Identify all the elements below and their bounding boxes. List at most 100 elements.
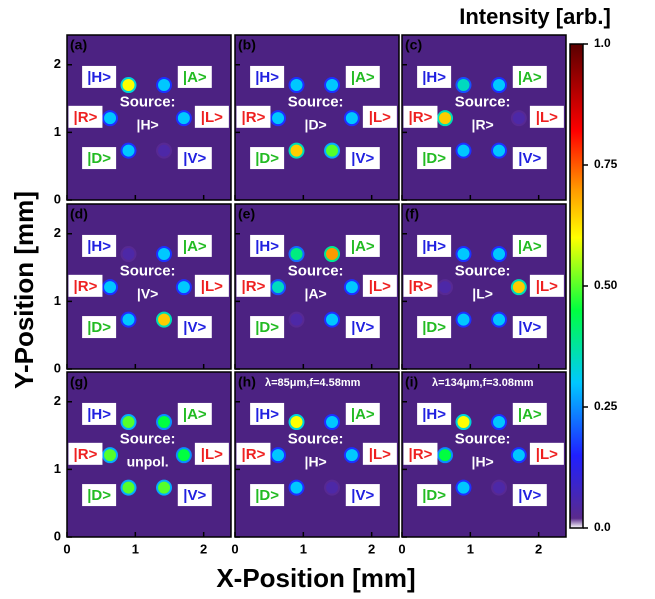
spot <box>120 479 137 496</box>
basis-label: |D> <box>422 487 446 504</box>
x-axis-label: X-Position [mm] <box>216 563 415 593</box>
spot <box>156 77 173 94</box>
colorbar-tick-label: 0.50 <box>594 278 618 292</box>
basis-box <box>177 234 212 257</box>
basis-box <box>345 65 380 88</box>
spot <box>270 279 287 296</box>
basis-label: |D> <box>87 319 111 336</box>
source-prefix: Source: <box>288 431 344 448</box>
basis-label: |L> <box>536 109 558 126</box>
spot <box>324 246 341 263</box>
spot <box>324 142 341 159</box>
source-state: |D> <box>305 116 327 132</box>
panel-label: (g) <box>70 374 88 390</box>
spot <box>343 279 360 296</box>
spot <box>120 246 137 263</box>
y-tick-label: 2 <box>54 225 61 240</box>
basis-label: |V> <box>183 487 206 504</box>
basis-box <box>68 105 103 128</box>
basis-box <box>236 274 271 297</box>
basis-label: |A> <box>518 69 542 86</box>
basis-box <box>362 105 397 128</box>
basis-label: |H> <box>422 238 446 255</box>
spot <box>288 246 305 263</box>
basis-box <box>512 402 547 425</box>
spot <box>455 311 472 328</box>
basis-box <box>403 442 438 465</box>
basis-label: |D> <box>422 150 446 167</box>
spot <box>288 142 305 159</box>
source-prefix: Source: <box>120 263 176 280</box>
basis-box <box>194 105 229 128</box>
source-prefix: Source: <box>288 263 344 280</box>
basis-box <box>512 484 547 507</box>
source-state: |H> <box>305 453 327 469</box>
source-state: unpol. <box>127 453 169 469</box>
spot <box>288 414 305 431</box>
colorbar-title: Intensity [arb.] <box>459 4 611 29</box>
basis-label: |R> <box>242 278 266 295</box>
basis-label: |L> <box>369 446 391 463</box>
basis-box <box>177 316 212 339</box>
spot <box>324 479 341 496</box>
panel-label: (e) <box>238 206 255 222</box>
spot <box>455 414 472 431</box>
basis-box <box>512 316 547 339</box>
panel-frame <box>66 371 232 538</box>
panel-annotation: λ=134μm,f=3.08mm <box>432 377 534 389</box>
x-tick-label: 1 <box>300 541 307 556</box>
spot <box>156 246 173 263</box>
basis-box <box>512 234 547 257</box>
spot <box>455 246 472 263</box>
basis-box <box>529 274 564 297</box>
basis-label: |H> <box>255 406 279 423</box>
basis-box <box>82 402 117 425</box>
basis-label: |R> <box>74 109 98 126</box>
y-axis-label: Y-Position [mm] <box>9 191 39 389</box>
spot <box>491 311 508 328</box>
basis-label: |R> <box>74 278 98 295</box>
spot <box>175 110 192 127</box>
spot <box>324 311 341 328</box>
x-tick-label: 2 <box>368 541 375 556</box>
x-tick-label: 0 <box>398 541 405 556</box>
basis-box <box>82 65 117 88</box>
y-tick-label: 1 <box>54 124 61 139</box>
panel-label: (h) <box>238 374 256 390</box>
colorbar-tick-label: 0.25 <box>594 399 618 413</box>
basis-box <box>417 65 452 88</box>
basis-label: |H> <box>87 69 111 86</box>
basis-box <box>177 65 212 88</box>
spot <box>120 414 137 431</box>
x-tick-label: 2 <box>200 541 207 556</box>
panel-label: (d) <box>70 206 88 222</box>
basis-label: |L> <box>201 446 223 463</box>
basis-box <box>417 402 452 425</box>
x-tick-label: 2 <box>535 541 542 556</box>
spot <box>437 447 454 464</box>
x-tick-label: 0 <box>231 541 238 556</box>
basis-box <box>417 147 452 170</box>
basis-box <box>194 442 229 465</box>
basis-box <box>512 147 547 170</box>
spot <box>120 77 137 94</box>
source-state: |R> <box>472 116 494 132</box>
x-tick-label: 1 <box>132 541 139 556</box>
basis-box <box>68 274 103 297</box>
basis-box <box>345 147 380 170</box>
spot <box>324 77 341 94</box>
basis-label: |H> <box>87 406 111 423</box>
basis-box <box>250 402 285 425</box>
y-tick-label: 2 <box>54 393 61 408</box>
basis-label: |D> <box>87 150 111 167</box>
panel-frame <box>401 371 567 538</box>
source-prefix: Source: <box>120 94 176 111</box>
basis-label: |R> <box>74 446 98 463</box>
spot <box>455 77 472 94</box>
spot <box>288 311 305 328</box>
basis-label: |D> <box>422 319 446 336</box>
spot <box>270 110 287 127</box>
basis-label: |V> <box>183 150 206 167</box>
spot <box>491 142 508 159</box>
